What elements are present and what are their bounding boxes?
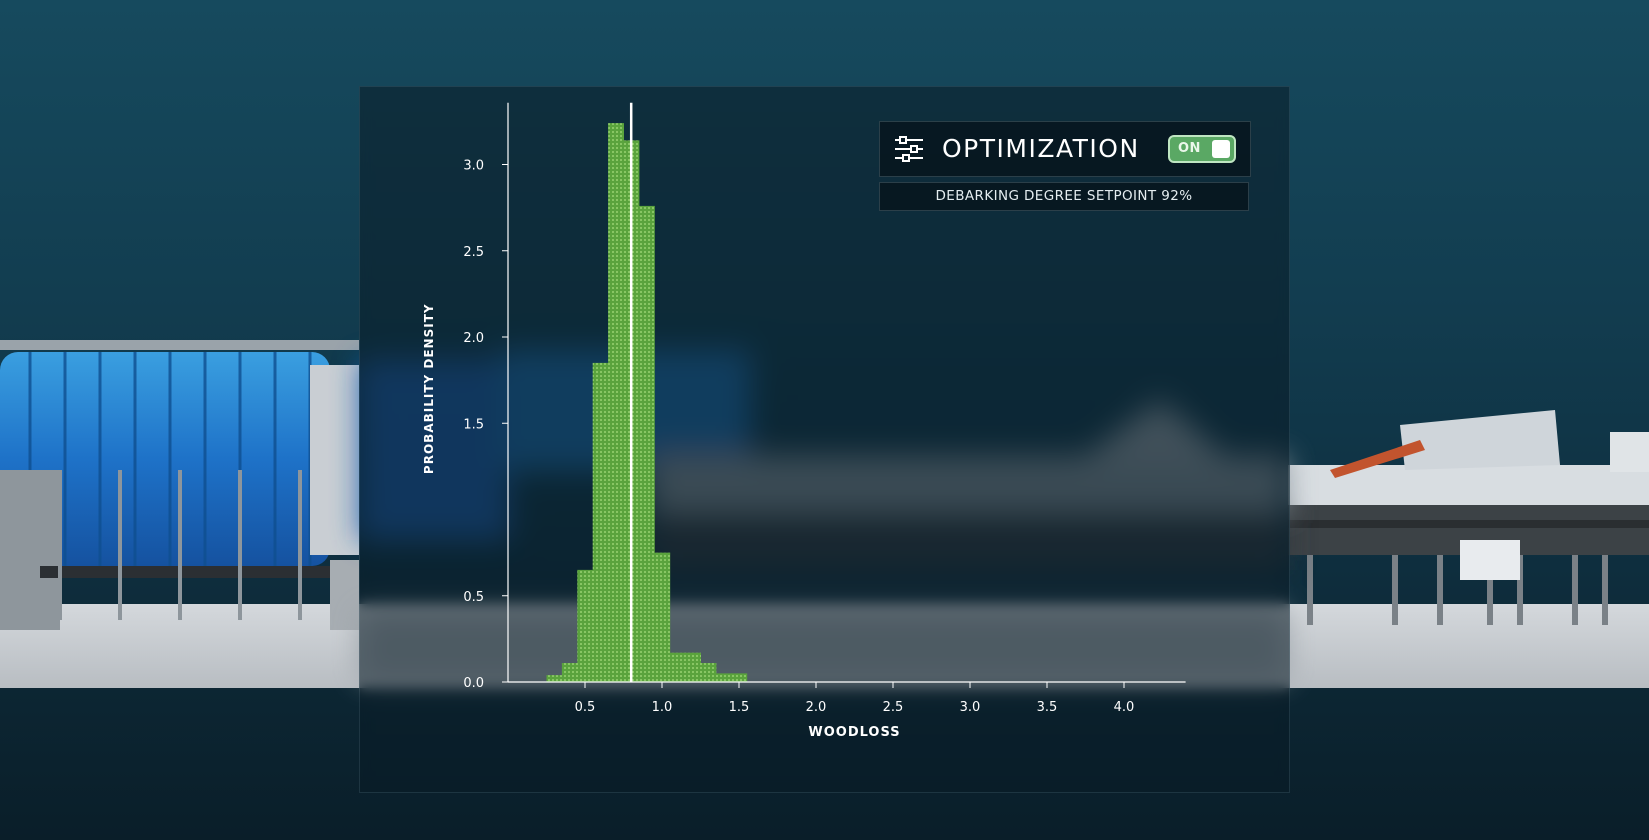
x-tick-label: 4.0 — [1114, 700, 1135, 715]
optimization-toggle[interactable]: ON — [1168, 135, 1236, 163]
y-tick-label: 0.5 — [463, 590, 484, 605]
histogram-bar — [577, 569, 594, 682]
x-tick-label: 1.0 — [652, 700, 673, 715]
optimization-title: OPTIMIZATION — [942, 134, 1140, 163]
x-tick-label: 0.5 — [575, 700, 596, 715]
histogram-bar — [638, 205, 655, 682]
toggle-knob — [1212, 140, 1230, 158]
y-tick-label: 3.0 — [463, 159, 484, 174]
histogram-bar — [715, 673, 732, 682]
optimization-panel: OPTIMIZATION ON — [879, 121, 1251, 177]
conveyor-image — [1288, 410, 1649, 625]
setpoint-text: DEBARKING DEGREE SETPOINT 92% — [935, 188, 1193, 204]
x-tick-label: 2.0 — [806, 700, 827, 715]
histogram-bar — [546, 675, 563, 682]
histogram-bar — [561, 663, 578, 682]
y-tick-label: 2.5 — [463, 245, 484, 260]
y-tick-label: 2.0 — [463, 331, 484, 346]
setpoint-banner: DEBARKING DEGREE SETPOINT 92% — [879, 182, 1249, 211]
y-tick-label: 1.5 — [463, 417, 484, 432]
chart-panel — [359, 86, 1290, 793]
x-tick-label: 2.5 — [883, 700, 904, 715]
woodloss-histogram: 0.0 0.5 1.5 2.0 2.5 3.0 0.5 1.0 1.5 2.0 2.5 3.0 3.5… — [422, 102, 1186, 740]
x-tick-label: 3.0 — [960, 700, 981, 715]
histogram-bar — [700, 663, 717, 682]
histogram-bar — [669, 652, 686, 682]
histogram-bar — [654, 552, 671, 682]
debarking-drum-image — [0, 340, 359, 630]
histogram-bar — [685, 652, 701, 682]
x-tick-label: 1.5 — [729, 700, 750, 715]
y-tick-label: 0.0 — [463, 676, 484, 691]
histogram-bar — [608, 123, 624, 683]
toggle-state-label: ON — [1178, 141, 1201, 156]
x-axis-label: WOODLOSS — [808, 725, 900, 740]
x-tick-label: 3.5 — [1037, 700, 1058, 715]
sliders-icon — [895, 136, 923, 162]
histogram-bar — [731, 673, 748, 682]
y-axis-label: PROBABILITY DENSITY — [422, 303, 436, 474]
histogram-bar — [592, 362, 609, 682]
